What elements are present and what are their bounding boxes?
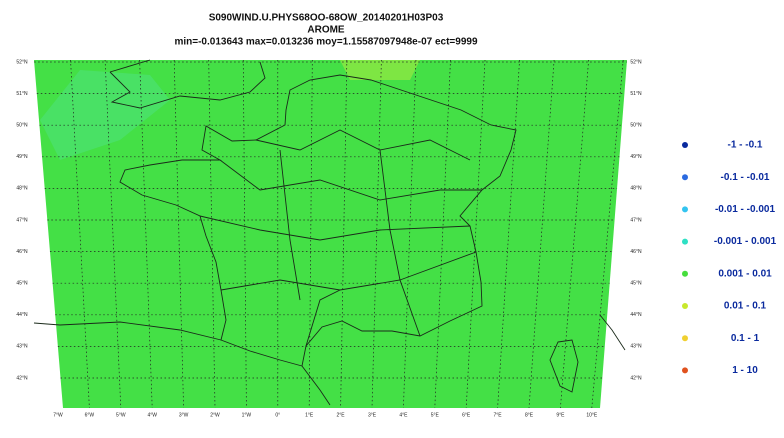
legend-swatch xyxy=(682,271,688,277)
latitude-label: 52°N xyxy=(630,59,642,65)
longitude-labels: 7°W 6°W 5°W 4°W 3°W 2°W 1°W 0° 1°E 2°E 3°E 4°E 5°E 6°… xyxy=(53,412,598,418)
legend-label: -0.1 - -0.01 xyxy=(721,172,770,183)
longitude-label: 0° xyxy=(275,412,280,418)
legend-label: -0.001 - 0.001 xyxy=(714,236,777,247)
longitude-label: 5°E xyxy=(431,412,440,418)
latitude-label: 51°N xyxy=(16,91,28,97)
latitude-label: 44°N xyxy=(16,312,28,318)
stats: min=-0.013643 max=0.013236 moy=1.1558709… xyxy=(174,37,477,48)
legend-label: 0.01 - 0.1 xyxy=(724,301,767,312)
legend-label: -0.01 - -0.001 xyxy=(715,204,775,215)
longitude-label: 7°E xyxy=(494,412,503,418)
latitude-labels-left: 52°N 51°N 50°N 49°N 48°N 47°N 46°N 45°N 44°N 43°N… xyxy=(16,59,28,381)
legend-swatch xyxy=(682,303,688,309)
latitude-label: 42°N xyxy=(630,375,642,381)
latitude-label: 49°N xyxy=(630,154,642,160)
latitude-label: 48°N xyxy=(630,186,642,192)
legend-label: 0.001 - 0.01 xyxy=(718,268,772,279)
legend-swatch xyxy=(682,206,688,212)
legend: -1 - -0.1 -0.1 - -0.01 -0.01 - -0.001 -0.00… xyxy=(682,140,777,376)
latitude-label: 47°N xyxy=(630,217,642,223)
latitude-label: 47°N xyxy=(16,217,28,223)
latitude-label: 45°N xyxy=(630,281,642,287)
longitude-label: 7°W xyxy=(53,412,63,418)
model: AROME xyxy=(307,25,345,36)
legend-label: 0.1 - 1 xyxy=(731,333,760,344)
latitude-label: 52°N xyxy=(16,59,28,65)
longitude-label: 6°E xyxy=(462,412,471,418)
longitude-label: 6°W xyxy=(85,412,95,418)
longitude-label: 4°E xyxy=(399,412,408,418)
latitude-label: 43°N xyxy=(630,344,642,350)
legend-swatch xyxy=(682,174,688,180)
longitude-label: 8°E xyxy=(525,412,534,418)
latitude-label: 48°N xyxy=(16,186,28,192)
longitude-label: 2°W xyxy=(210,412,220,418)
longitude-label: 9°E xyxy=(556,412,565,418)
latitude-label: 50°N xyxy=(630,123,642,129)
longitude-label: 1°W xyxy=(242,412,252,418)
latitude-label: 44°N xyxy=(630,312,642,318)
longitude-label: 3°E xyxy=(368,412,377,418)
longitude-label: 2°E xyxy=(337,412,346,418)
longitude-label: 5°W xyxy=(116,412,126,418)
latitude-label: 42°N xyxy=(16,375,28,381)
latitude-label: 46°N xyxy=(630,249,642,255)
longitude-label: 1°E xyxy=(305,412,314,418)
legend-swatch xyxy=(682,142,688,148)
legend-swatch xyxy=(682,335,688,341)
latitude-labels-right: 52°N 51°N 50°N 49°N 48°N 47°N 46°N 45°N 44°N 43°N… xyxy=(630,59,642,381)
legend-swatch xyxy=(682,367,688,373)
longitude-label: 4°W xyxy=(147,412,157,418)
longitude-label: 10°E xyxy=(586,412,598,418)
title: S090WIND.U.PHYS68OO-68OW_20140201H03P03 xyxy=(209,13,444,24)
legend-label: -1 - -0.1 xyxy=(727,140,762,151)
latitude-label: 43°N xyxy=(16,344,28,350)
latitude-label: 50°N xyxy=(16,123,28,129)
latitude-label: 51°N xyxy=(630,91,642,97)
latitude-label: 45°N xyxy=(16,281,28,287)
latitude-label: 46°N xyxy=(16,249,28,255)
longitude-label: 3°W xyxy=(179,412,189,418)
legend-swatch xyxy=(682,239,688,245)
latitude-label: 49°N xyxy=(16,154,28,160)
legend-label: 1 - 10 xyxy=(732,365,758,376)
